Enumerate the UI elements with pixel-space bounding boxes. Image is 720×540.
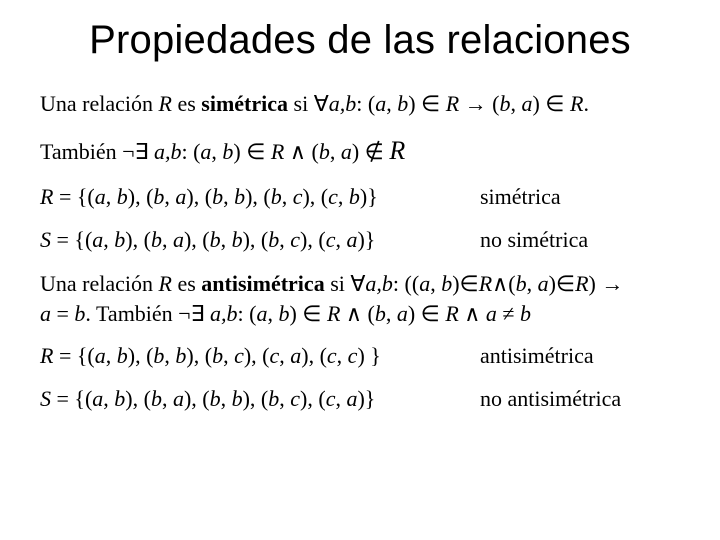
label-S-anti: no antisimétrica <box>480 384 680 414</box>
symmetric-definition: Una relación R es simétrica si ∀a,b: (a,… <box>40 89 680 119</box>
label-R-sym: simétrica <box>480 182 680 212</box>
symmetric-alt: También ¬∃ a,b: (a, b) ∈ R ∧ (b, a) ∉ R <box>40 133 680 168</box>
set-R-anti: R = {(a, b), (b, b), (b, c), (c, a), (c,… <box>40 341 480 371</box>
example-S-antisymmetric: S = {(a, b), (b, a), (b, b), (b, c), (c,… <box>40 384 680 414</box>
set-S-sym: S = {(a, b), (b, a), (b, b), (b, c), (c,… <box>40 225 480 255</box>
slide-title: Propiedades de las relaciones <box>40 18 680 63</box>
slide: Propiedades de las relaciones Una relaci… <box>0 0 720 540</box>
antisymmetric-definition: Una relación R es antisimétrica si ∀a,b:… <box>40 269 680 328</box>
label-R-anti: antisimétrica <box>480 341 680 371</box>
set-S-anti: S = {(a, b), (b, a), (b, b), (b, c), (c,… <box>40 384 480 414</box>
example-R-antisymmetric: R = {(a, b), (b, b), (b, c), (c, a), (c,… <box>40 341 680 371</box>
label-S-sym: no simétrica <box>480 225 680 255</box>
set-R-sym: R = {(a, b), (b, a), (b, b), (b, c), (c,… <box>40 182 480 212</box>
example-R-symmetric: R = {(a, b), (b, a), (b, b), (b, c), (c,… <box>40 182 680 212</box>
example-S-symmetric: S = {(a, b), (b, a), (b, b), (b, c), (c,… <box>40 225 680 255</box>
